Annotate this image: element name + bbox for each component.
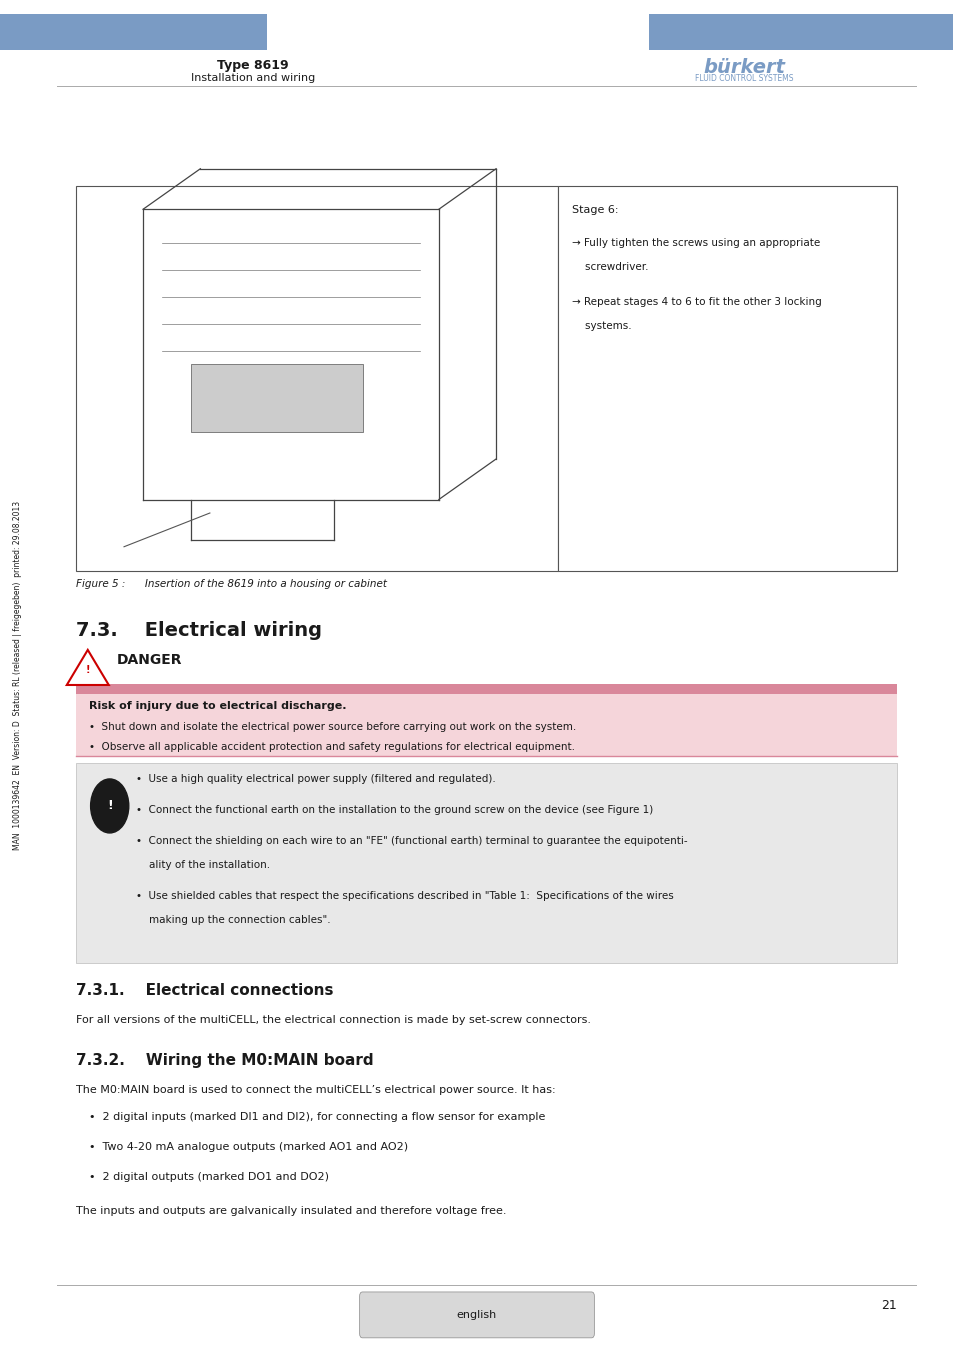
Text: → Repeat stages 4 to 6 to fit the other 3 locking: → Repeat stages 4 to 6 to fit the other … [572, 297, 821, 306]
FancyBboxPatch shape [648, 14, 953, 50]
Text: Stage 6:: Stage 6: [572, 205, 618, 215]
Text: Installation and wiring: Installation and wiring [191, 73, 314, 82]
FancyBboxPatch shape [76, 763, 896, 963]
Text: •  Connect the shielding on each wire to an "FE" (functional earth) terminal to : • Connect the shielding on each wire to … [136, 836, 687, 845]
Text: systems.: systems. [572, 321, 631, 331]
FancyBboxPatch shape [76, 186, 558, 571]
Text: bürkert: bürkert [702, 58, 784, 77]
FancyBboxPatch shape [191, 364, 362, 432]
FancyBboxPatch shape [76, 684, 896, 694]
Text: FLUID CONTROL SYSTEMS: FLUID CONTROL SYSTEMS [694, 74, 793, 84]
Text: making up the connection cables".: making up the connection cables". [136, 915, 331, 925]
Text: •  Two 4-20 mA analogue outputs (marked AO1 and AO2): • Two 4-20 mA analogue outputs (marked A… [89, 1142, 408, 1152]
Polygon shape [67, 649, 109, 684]
Text: Type 8619: Type 8619 [216, 59, 289, 73]
Text: •  Observe all applicable accident protection and safety regulations for electri: • Observe all applicable accident protec… [89, 743, 574, 752]
Text: •  Use shielded cables that respect the specifications described in "Table 1:  S: • Use shielded cables that respect the s… [136, 891, 674, 900]
Text: 7.3.1.    Electrical connections: 7.3.1. Electrical connections [76, 983, 334, 998]
Text: english: english [456, 1310, 497, 1320]
FancyBboxPatch shape [359, 1292, 594, 1338]
Text: ality of the installation.: ality of the installation. [136, 860, 271, 869]
Text: DANGER: DANGER [116, 653, 182, 667]
Text: 7.3.    Electrical wiring: 7.3. Electrical wiring [76, 621, 322, 640]
Text: 21: 21 [880, 1299, 896, 1312]
Text: Figure 5 :      Insertion of the 8619 into a housing or cabinet: Figure 5 : Insertion of the 8619 into a … [76, 579, 387, 589]
Text: MAN  1000139642  EN  Version: D  Status: RL (released | freigegeben)  printed: 2: MAN 1000139642 EN Version: D Status: RL … [12, 501, 22, 849]
FancyBboxPatch shape [76, 694, 896, 756]
FancyBboxPatch shape [558, 186, 896, 571]
Text: !: ! [86, 664, 90, 675]
Text: •  Shut down and isolate the electrical power source before carrying out work on: • Shut down and isolate the electrical p… [89, 722, 576, 732]
Text: The inputs and outputs are galvanically insulated and therefore voltage free.: The inputs and outputs are galvanically … [76, 1206, 506, 1215]
Text: For all versions of the multiCELL, the electrical connection is made by set-scre: For all versions of the multiCELL, the e… [76, 1015, 591, 1025]
Text: •  2 digital outputs (marked DO1 and DO2): • 2 digital outputs (marked DO1 and DO2) [89, 1172, 329, 1181]
Text: •  Use a high quality electrical power supply (filtered and regulated).: • Use a high quality electrical power su… [136, 774, 496, 783]
Text: •  Connect the functional earth on the installation to the ground screw on the d: • Connect the functional earth on the in… [136, 805, 653, 814]
Text: Risk of injury due to electrical discharge.: Risk of injury due to electrical dischar… [89, 701, 346, 710]
Text: screwdriver.: screwdriver. [572, 262, 648, 271]
Circle shape [91, 779, 129, 833]
Text: •  2 digital inputs (marked DI1 and DI2), for connecting a flow sensor for examp: • 2 digital inputs (marked DI1 and DI2),… [89, 1112, 544, 1122]
Text: 7.3.2.    Wiring the M0:MAIN board: 7.3.2. Wiring the M0:MAIN board [76, 1053, 374, 1068]
Text: → Fully tighten the screws using an appropriate: → Fully tighten the screws using an appr… [572, 238, 820, 247]
Text: The M0:MAIN board is used to connect the multiCELL’s electrical power source. It: The M0:MAIN board is used to connect the… [76, 1085, 556, 1095]
FancyBboxPatch shape [0, 14, 267, 50]
Text: !: ! [107, 799, 112, 813]
